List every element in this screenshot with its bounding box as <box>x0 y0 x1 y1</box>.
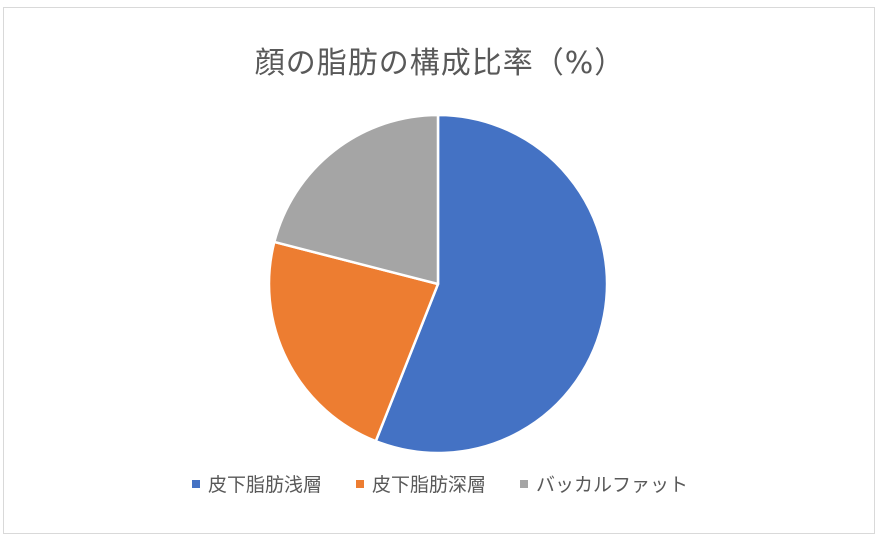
pie-slice-1 <box>374 113 609 455</box>
legend-label-1: 皮下脂肪浅層 <box>207 474 322 496</box>
pie-slice-2 <box>267 240 440 443</box>
chart-legend: 皮下脂肪浅層 皮下脂肪深層 バッカルファット <box>4 470 876 497</box>
legend-swatch-1 <box>191 479 200 488</box>
legend-item-3: バッカルファット <box>520 470 688 497</box>
chart-title: 顔の脂肪の構成比率（%） <box>254 46 626 81</box>
legend-item-2: 皮下脂肪深層 <box>355 470 486 497</box>
chart-area: 顔の脂肪の構成比率（%） 皮下脂肪浅層 皮下脂肪深層 バッカルファット <box>3 7 875 534</box>
pie-slice-3 <box>273 113 440 286</box>
pie-chart <box>267 113 609 455</box>
legend-label-3: バッカルファット <box>536 474 689 496</box>
legend-swatch-2 <box>355 479 364 488</box>
legend-label-2: 皮下脂肪深層 <box>371 474 486 496</box>
legend-swatch-3 <box>520 479 528 488</box>
legend-item-1: 皮下脂肪浅層 <box>191 470 322 497</box>
